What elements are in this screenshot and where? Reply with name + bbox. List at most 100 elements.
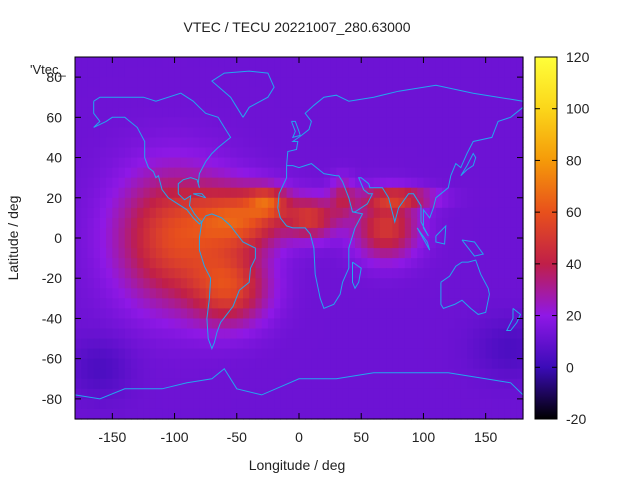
heatmap-cell	[280, 167, 288, 179]
heatmap-cell	[460, 197, 468, 209]
heatmap-cell	[193, 308, 201, 320]
heatmap-cell	[348, 207, 356, 219]
heatmap-cell	[485, 338, 493, 350]
heatmap-cell	[460, 318, 468, 330]
heatmap-cell	[280, 308, 288, 320]
heatmap-cell	[193, 67, 201, 78]
heatmap-cell	[311, 378, 319, 390]
heatmap-cell	[224, 187, 232, 199]
heatmap-cell	[348, 278, 356, 289]
heatmap-cell	[75, 147, 82, 159]
heatmap-cell	[467, 217, 474, 229]
heatmap-cell	[305, 127, 313, 139]
heatmap-cell	[491, 167, 499, 179]
heatmap-cell	[261, 87, 269, 98]
heatmap-cell	[373, 77, 381, 88]
heatmap-cell	[199, 147, 207, 159]
heatmap-cell	[218, 358, 225, 370]
heatmap-cell	[249, 67, 257, 78]
heatmap-cell	[211, 157, 219, 169]
heatmap-cell	[286, 348, 294, 360]
heatmap-cell	[124, 238, 132, 249]
heatmap-cell	[386, 117, 393, 128]
heatmap-cell	[479, 157, 487, 169]
heatmap-cell	[261, 177, 269, 189]
heatmap-cell	[243, 57, 250, 68]
coastline	[440, 259, 490, 315]
heatmap-cell	[442, 348, 449, 360]
heatmap-cell	[193, 238, 201, 249]
heatmap-cell	[398, 378, 406, 390]
heatmap-cell	[155, 127, 163, 139]
heatmap-cell	[442, 187, 449, 199]
heatmap-cell	[348, 227, 356, 239]
heatmap-cell	[373, 368, 381, 380]
heatmap-cell	[280, 57, 288, 68]
heatmap-cell	[193, 157, 201, 169]
heatmap-cell	[187, 378, 194, 390]
heatmap-cell	[417, 258, 425, 269]
heatmap-cell	[280, 298, 288, 309]
heatmap-cell	[155, 318, 163, 330]
heatmap-cell	[124, 167, 132, 179]
heatmap-cell	[392, 97, 400, 108]
heatmap-cell	[292, 187, 300, 199]
heatmap-cell	[467, 227, 474, 239]
heatmap-cell	[373, 288, 381, 299]
heatmap-cell	[249, 177, 257, 189]
heatmap-cell	[124, 157, 132, 169]
heatmap-cell	[411, 398, 418, 410]
heatmap-cell	[317, 388, 325, 400]
heatmap-cell	[199, 278, 207, 289]
heatmap-cell	[243, 318, 250, 330]
heatmap-cell	[224, 117, 232, 128]
heatmap-cell	[423, 197, 431, 209]
heatmap-cell	[255, 117, 263, 128]
heatmap-cell	[267, 248, 275, 259]
heatmap-cell	[355, 318, 362, 330]
heatmap-cell	[99, 398, 107, 410]
heatmap-cell	[168, 77, 176, 88]
heatmap-cell	[311, 248, 319, 259]
heatmap-cell	[211, 227, 219, 239]
heatmap-cell	[168, 207, 176, 219]
heatmap-cell	[218, 67, 225, 78]
heatmap-cell	[323, 338, 331, 350]
heatmap-cell	[81, 408, 89, 420]
heatmap-cell	[485, 268, 493, 279]
heatmap-cell	[336, 318, 344, 330]
heatmap-cell	[137, 338, 145, 350]
heatmap-cell	[510, 217, 518, 229]
heatmap-cell	[460, 67, 468, 78]
heatmap-cell	[99, 107, 107, 118]
heatmap-cell	[299, 318, 306, 330]
heatmap-cell	[504, 187, 512, 199]
heatmap-cell	[87, 117, 95, 128]
heatmap-cell	[330, 248, 337, 259]
heatmap-cell	[355, 97, 362, 108]
heatmap-cell	[280, 248, 288, 259]
heatmap-cell	[348, 358, 356, 370]
heatmap-cell	[323, 57, 331, 68]
heatmap-cell	[205, 378, 213, 390]
heatmap-cell	[124, 278, 132, 289]
heatmap-cell	[317, 258, 325, 269]
heatmap-cell	[93, 157, 101, 169]
heatmap-cell	[199, 197, 207, 209]
heatmap-cell	[280, 318, 288, 330]
heatmap-cell	[504, 77, 512, 88]
heatmap-cell	[317, 137, 325, 149]
heatmap-cell	[236, 248, 244, 259]
heatmap-cell	[516, 107, 524, 118]
heatmap-cell	[243, 378, 250, 390]
heatmap-cell	[367, 157, 375, 169]
heatmap-cell	[211, 308, 219, 320]
heatmap-cell	[75, 348, 82, 360]
heatmap-cell	[230, 348, 238, 360]
heatmap-cell	[373, 268, 381, 279]
heatmap-cell	[155, 117, 163, 128]
heatmap-cell	[448, 97, 456, 108]
heatmap-cell	[261, 288, 269, 299]
heatmap-cell	[143, 107, 151, 118]
heatmap-cell	[355, 217, 362, 229]
